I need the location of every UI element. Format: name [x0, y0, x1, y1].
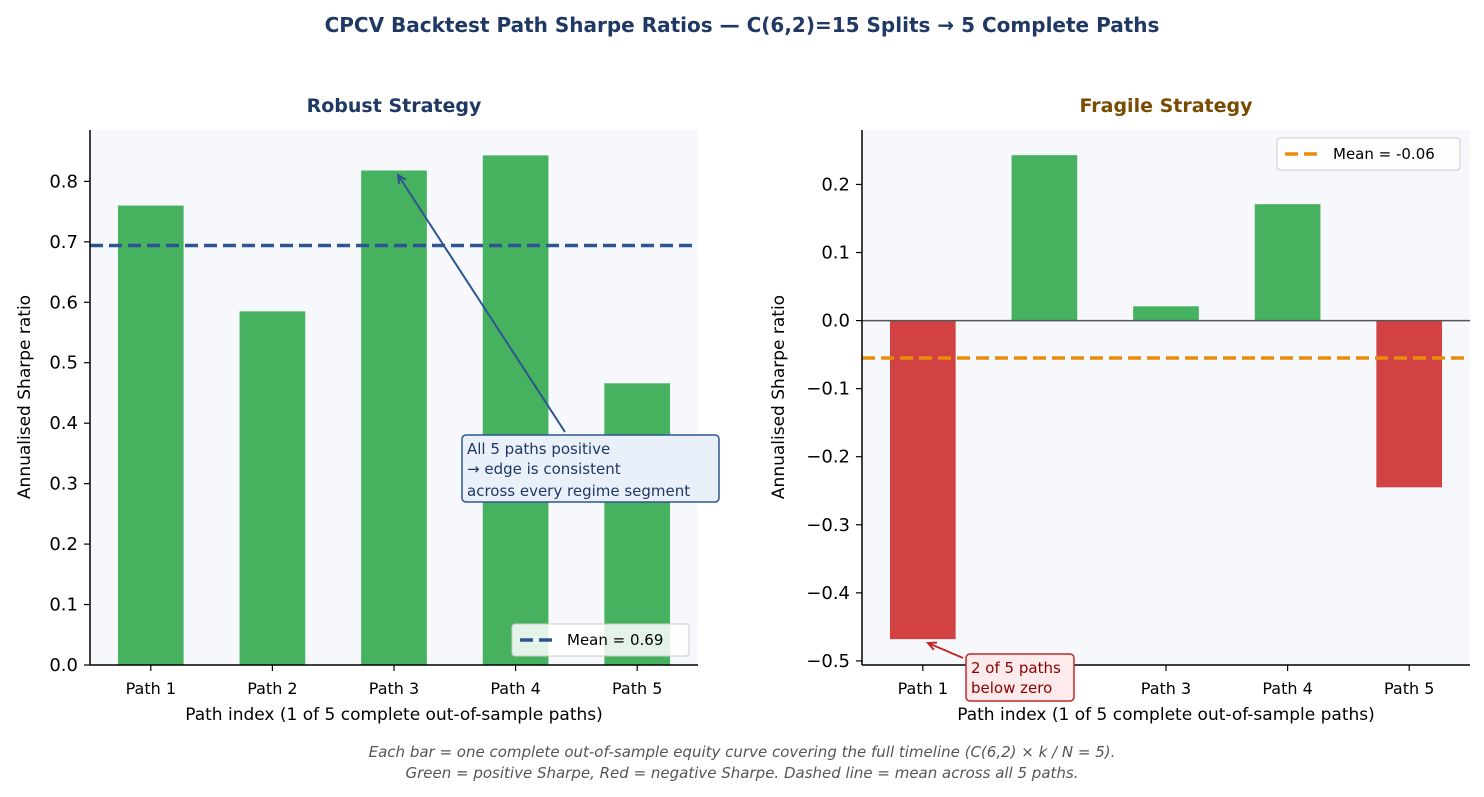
robust-ytick-label: 0.1	[49, 595, 78, 616]
fragile-xtick-label: Path 3	[1141, 679, 1191, 698]
fragile-ytick-label: −0.3	[806, 515, 850, 536]
fragile-ytick-label: −0.1	[806, 379, 850, 400]
fragile-xtick-label: Path 5	[1384, 679, 1434, 698]
robust-legend-label: Mean = 0.69	[567, 631, 663, 649]
robust-xtick-label: Path 5	[612, 679, 662, 698]
robust-ytick-label: 0.7	[49, 232, 78, 253]
robust-xtick-label: Path 4	[490, 679, 540, 698]
robust-annotation-box	[461, 434, 720, 503]
fragile-chart-title: Fragile Strategy	[1080, 95, 1254, 117]
robust-annotation-line-1: All 5 paths positive	[467, 440, 610, 458]
fragile-bar-3	[1133, 306, 1199, 321]
fragile-annotation-arrowhead	[925, 641, 938, 651]
robust-bar-2	[239, 311, 306, 665]
fragile-ytick-label: −0.4	[806, 583, 850, 604]
figure-title: CPCV Backtest Path Sharpe Ratios — C(6,2…	[325, 13, 1160, 37]
robust-ytick-label: 0.4	[49, 413, 78, 434]
fragile-annotation-line-1: 2 of 5 paths	[971, 659, 1061, 677]
robust-annotation-line-3: across every regime segment	[467, 482, 690, 500]
robust-xtick-label: Path 3	[369, 679, 419, 698]
fragile-plot-area	[862, 130, 1470, 665]
fragile-bar-4	[1254, 204, 1321, 321]
fragile-xtick-label: Path 4	[1262, 679, 1312, 698]
caption-line-1: Each bar = one complete out-of-sample eq…	[369, 743, 1116, 761]
robust-ytick-label: 0.8	[49, 171, 78, 192]
robust-annotation-arrowhead	[396, 173, 407, 185]
robust-annotation-line-2: → edge is consistent	[467, 460, 621, 478]
fragile-ytick-label: −0.5	[806, 651, 850, 672]
robust-ytick-label: 0.5	[49, 353, 78, 374]
fragile-legend-label: Mean = -0.06	[1333, 145, 1435, 163]
fragile-annotation-line-2: below zero	[971, 679, 1052, 697]
robust-bar-1	[117, 205, 184, 665]
robust-annotation-arrow	[397, 174, 566, 433]
robust-ytick-label: 0.3	[49, 474, 78, 495]
robust-chart-title: Robust Strategy	[307, 95, 482, 117]
robust-bar-5	[604, 383, 671, 665]
robust-legend: Mean = 0.69	[511, 623, 690, 657]
robust-strategy-chart: Robust Strategy 0.0 0.1 0.2 0.3 0.4 0.5 0.6 0.7…	[15, 95, 720, 725]
fragile-ytick-label: 0.2	[821, 174, 850, 195]
fragile-legend: Mean = -0.06	[1276, 137, 1461, 171]
robust-bar-3	[361, 170, 427, 666]
robust-xtick-label: Path 2	[247, 679, 297, 698]
caption-line-2: Green = positive Sharpe, Red = negative …	[406, 764, 1079, 782]
fragile-bar-5	[1376, 320, 1443, 488]
fragile-strategy-chart: Fragile Strategy −0.5 −0.4 −0.3 −0.2 −0.1 0.0…	[769, 95, 1470, 725]
robust-ytick-label: 0.2	[49, 534, 78, 555]
fragile-annotation-arrow	[927, 642, 964, 659]
fragile-ytick-label: −0.2	[806, 447, 850, 468]
fragile-bar-2	[1011, 155, 1078, 321]
fragile-xlabel: Path index (1 of 5 complete out-of-sampl…	[957, 705, 1375, 725]
fragile-annotation-box	[965, 653, 1075, 702]
fragile-xtick-label: Path 1	[898, 679, 948, 698]
fragile-ylabel: Annualised Sharpe ratio	[769, 295, 789, 499]
robust-xlabel: Path index (1 of 5 complete out-of-sampl…	[185, 705, 603, 725]
fragile-ytick-label: 0.1	[821, 243, 850, 264]
robust-ytick-label: 0.6	[49, 292, 78, 313]
fragile-bar-1	[889, 320, 956, 640]
robust-ytick-label: 0.0	[49, 655, 78, 676]
fragile-ytick-label: 0.0	[821, 311, 850, 332]
robust-bar-4	[482, 155, 549, 665]
robust-xtick-label: Path 1	[126, 679, 176, 698]
robust-ylabel: Annualised Sharpe ratio	[15, 295, 35, 499]
